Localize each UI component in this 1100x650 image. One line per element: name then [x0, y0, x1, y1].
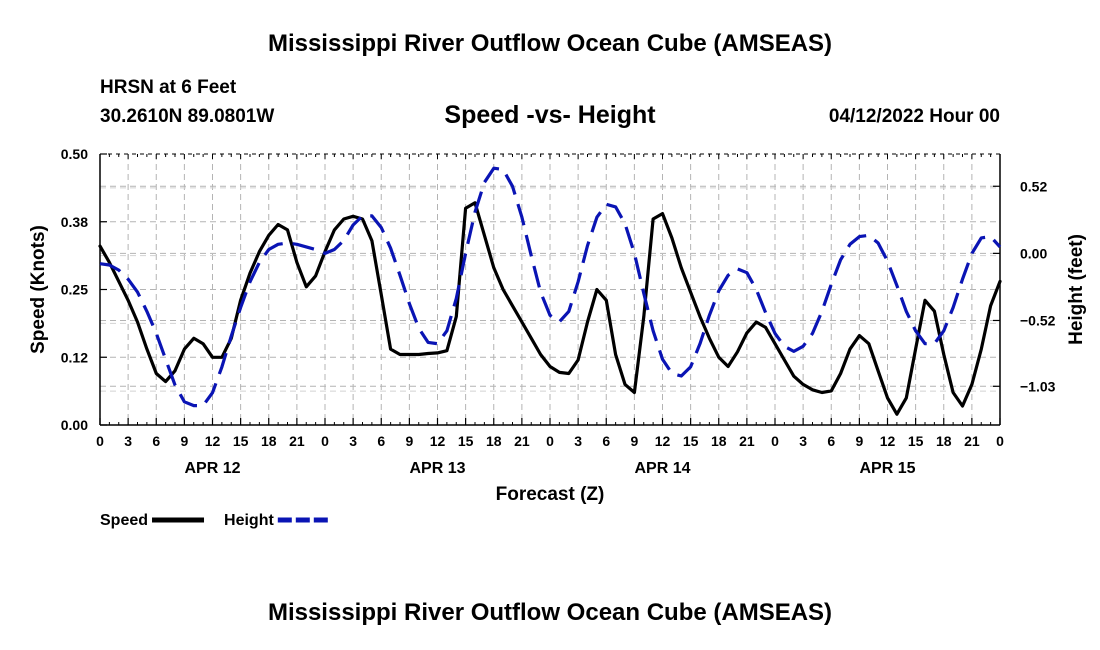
x-tick-label: 15 — [458, 433, 474, 449]
date-label: APR 15 — [859, 460, 915, 477]
y-tick-label: 0.50 — [61, 146, 88, 162]
x-tick-label: 9 — [405, 433, 413, 449]
x-tick-label: 6 — [377, 433, 385, 449]
x-tick-label: 15 — [233, 433, 249, 449]
x-tick-label: 0 — [321, 433, 329, 449]
x-tick-label: 18 — [486, 433, 502, 449]
x-tick-label: 6 — [152, 433, 160, 449]
y-tick-label: 0.00 — [61, 417, 88, 433]
x-tick-label: 6 — [827, 433, 835, 449]
x-tick-label: 21 — [739, 433, 755, 449]
legend-label-height: Height — [224, 512, 274, 529]
x-tick-label: 21 — [289, 433, 305, 449]
x-tick-label: 21 — [514, 433, 530, 449]
legend-label-speed: Speed — [100, 512, 148, 529]
x-tick-label: 3 — [349, 433, 357, 449]
y-tick-label: 0.25 — [61, 282, 88, 298]
forecast-datetime: 04/12/2022 Hour 00 — [828, 106, 1000, 127]
date-label: APR 14 — [634, 460, 690, 477]
x-axis-title: Forecast (Z) — [496, 484, 605, 505]
chart-subtitle: Speed -vs- Height — [444, 101, 656, 129]
x-tick-label: 0 — [771, 433, 779, 449]
x-tick-label: 21 — [964, 433, 980, 449]
x-tick-label: 15 — [683, 433, 699, 449]
x-tick-label: 18 — [711, 433, 727, 449]
station-label: HRSN at 6 Feet — [100, 77, 237, 98]
coordinates-label: 30.2610N 89.0801W — [100, 106, 275, 127]
x-tick-label: 9 — [180, 433, 188, 449]
date-label: APR 13 — [409, 460, 465, 477]
x-tick-label: 9 — [630, 433, 638, 449]
y2-tick-label: −1.03 — [1020, 378, 1056, 394]
x-tick-label: 15 — [908, 433, 924, 449]
y-tick-label: 0.38 — [61, 214, 88, 230]
y2-tick-label: −0.52 — [1020, 312, 1056, 328]
series-line-height — [99, 166, 1002, 408]
x-tick-label: 18 — [936, 433, 952, 449]
main-title: Mississippi River Outflow Ocean Cube (AM… — [267, 30, 833, 57]
x-tick-label: 0 — [546, 433, 554, 449]
x-tick-label: 0 — [996, 433, 1004, 449]
x-tick-label: 3 — [124, 433, 132, 449]
x-tick-label: 3 — [574, 433, 582, 449]
x-tick-label: 18 — [261, 433, 277, 449]
x-tick-label: 12 — [430, 433, 446, 449]
x-tick-label: 12 — [880, 433, 896, 449]
y-axis-title: Speed (Knots) — [28, 225, 49, 354]
y2-axis-title: Height (feet) — [1066, 234, 1087, 345]
x-tick-label: 12 — [655, 433, 671, 449]
footer-title: Mississippi River Outflow Ocean Cube (AM… — [267, 599, 833, 626]
x-tick-label: 6 — [602, 433, 610, 449]
y2-tick-label: 0.52 — [1020, 178, 1047, 194]
y2-tick-label: 0.00 — [1020, 245, 1047, 261]
x-tick-label: 0 — [96, 433, 104, 449]
date-label: APR 12 — [184, 460, 240, 477]
series-line-speed — [98, 201, 1002, 416]
x-tick-label: 12 — [205, 433, 221, 449]
y-tick-label: 0.12 — [61, 349, 88, 365]
x-tick-label: 9 — [855, 433, 863, 449]
x-tick-label: 3 — [799, 433, 807, 449]
